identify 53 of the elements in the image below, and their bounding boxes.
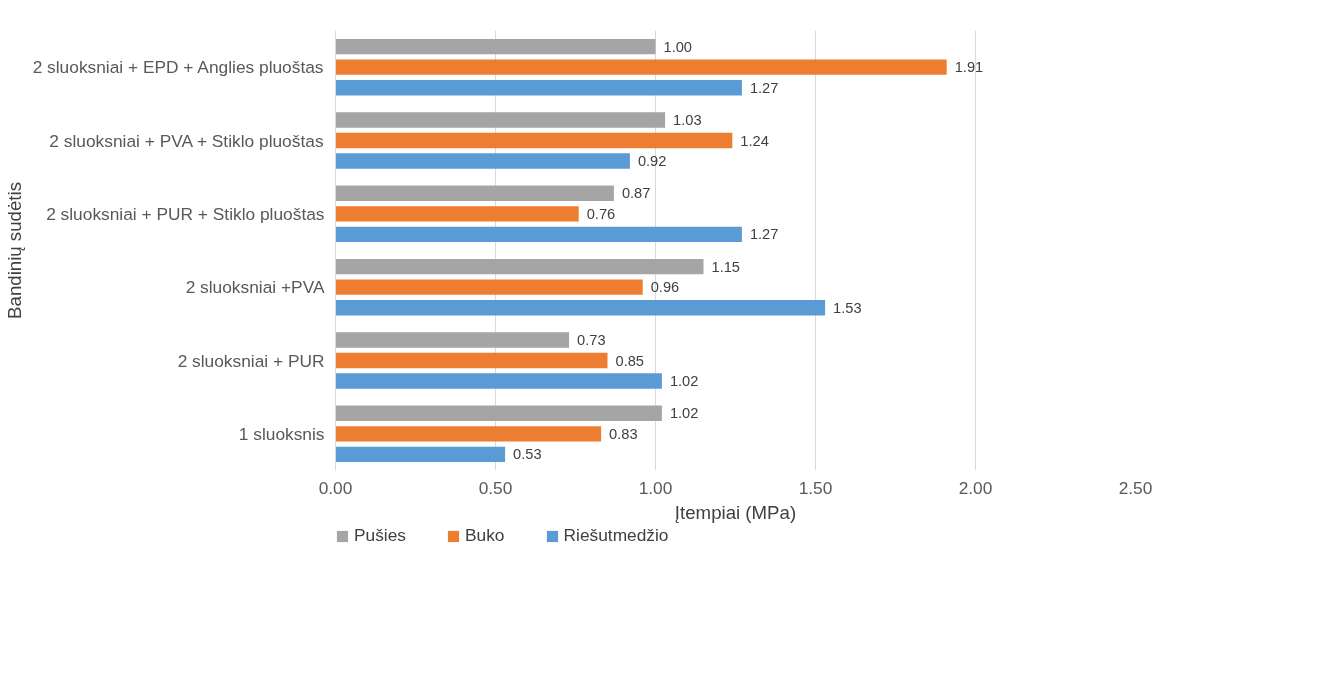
data-label: 1.53 xyxy=(833,299,862,316)
bar xyxy=(335,80,742,96)
legend-label: Riešutmedžio xyxy=(563,525,669,546)
data-label: 1.03 xyxy=(673,111,702,128)
bar xyxy=(335,279,643,295)
x-tick-label: 0.00 xyxy=(318,477,353,498)
bar xyxy=(335,258,704,275)
x-tick-label: 1.50 xyxy=(798,477,833,498)
x-tick-label: 0.50 xyxy=(478,477,513,498)
data-label: 0.73 xyxy=(577,331,606,348)
x-tick-label: 2.50 xyxy=(1118,477,1153,498)
data-label: 0.83 xyxy=(609,425,638,442)
y-tick-label: 2 sluoksniai + PUR xyxy=(177,350,325,371)
y-tick-label: 1 sluoksnis xyxy=(238,423,325,444)
bar xyxy=(335,352,608,369)
bar xyxy=(335,332,570,348)
data-label: 1.00 xyxy=(663,38,693,55)
data-label: 1.91 xyxy=(954,59,984,76)
y-tick-label: 2 sluoksniai + EPD + Anglies pluoštas xyxy=(32,57,324,78)
data-label: 1.27 xyxy=(749,226,779,243)
bar xyxy=(335,153,630,169)
legend-label: Buko xyxy=(465,525,505,546)
data-label: 1.02 xyxy=(669,405,699,422)
y-tick-label: 2 sluoksniai + PVA + Stiklo pluoštas xyxy=(49,130,324,151)
x-axis-title: Įtempiai (MPa) xyxy=(674,501,797,523)
bar xyxy=(335,300,826,316)
data-label: 0.85 xyxy=(615,352,645,369)
y-axis-title: Bandinių sudėtis xyxy=(3,182,25,319)
bar xyxy=(335,226,742,243)
bar xyxy=(335,112,666,128)
bar xyxy=(335,373,662,389)
bar xyxy=(335,206,579,222)
x-tick-label: 1.00 xyxy=(638,477,673,498)
data-label: 0.76 xyxy=(586,205,616,222)
data-label: 1.02 xyxy=(669,373,699,390)
bar xyxy=(335,446,506,463)
legend-label: Pušies xyxy=(354,525,407,546)
y-tick-label: 2 sluoksniai + PUR + Stiklo pluoštas xyxy=(46,203,325,224)
bar xyxy=(335,185,614,201)
y-tick-label: 2 sluoksniai +PVA xyxy=(185,277,325,298)
data-label: 0.87 xyxy=(621,185,651,202)
data-label: 0.92 xyxy=(637,153,667,170)
data-label: 0.96 xyxy=(650,279,680,296)
bar xyxy=(335,132,733,149)
bar xyxy=(335,38,656,55)
x-tick-label: 2.00 xyxy=(958,477,993,498)
data-label: 1.27 xyxy=(749,79,779,96)
bar xyxy=(335,426,602,442)
data-label: 1.15 xyxy=(711,258,741,275)
data-label: 1.24 xyxy=(740,132,769,149)
data-label: 0.53 xyxy=(513,446,542,463)
bar xyxy=(335,59,947,75)
bar xyxy=(335,405,662,421)
